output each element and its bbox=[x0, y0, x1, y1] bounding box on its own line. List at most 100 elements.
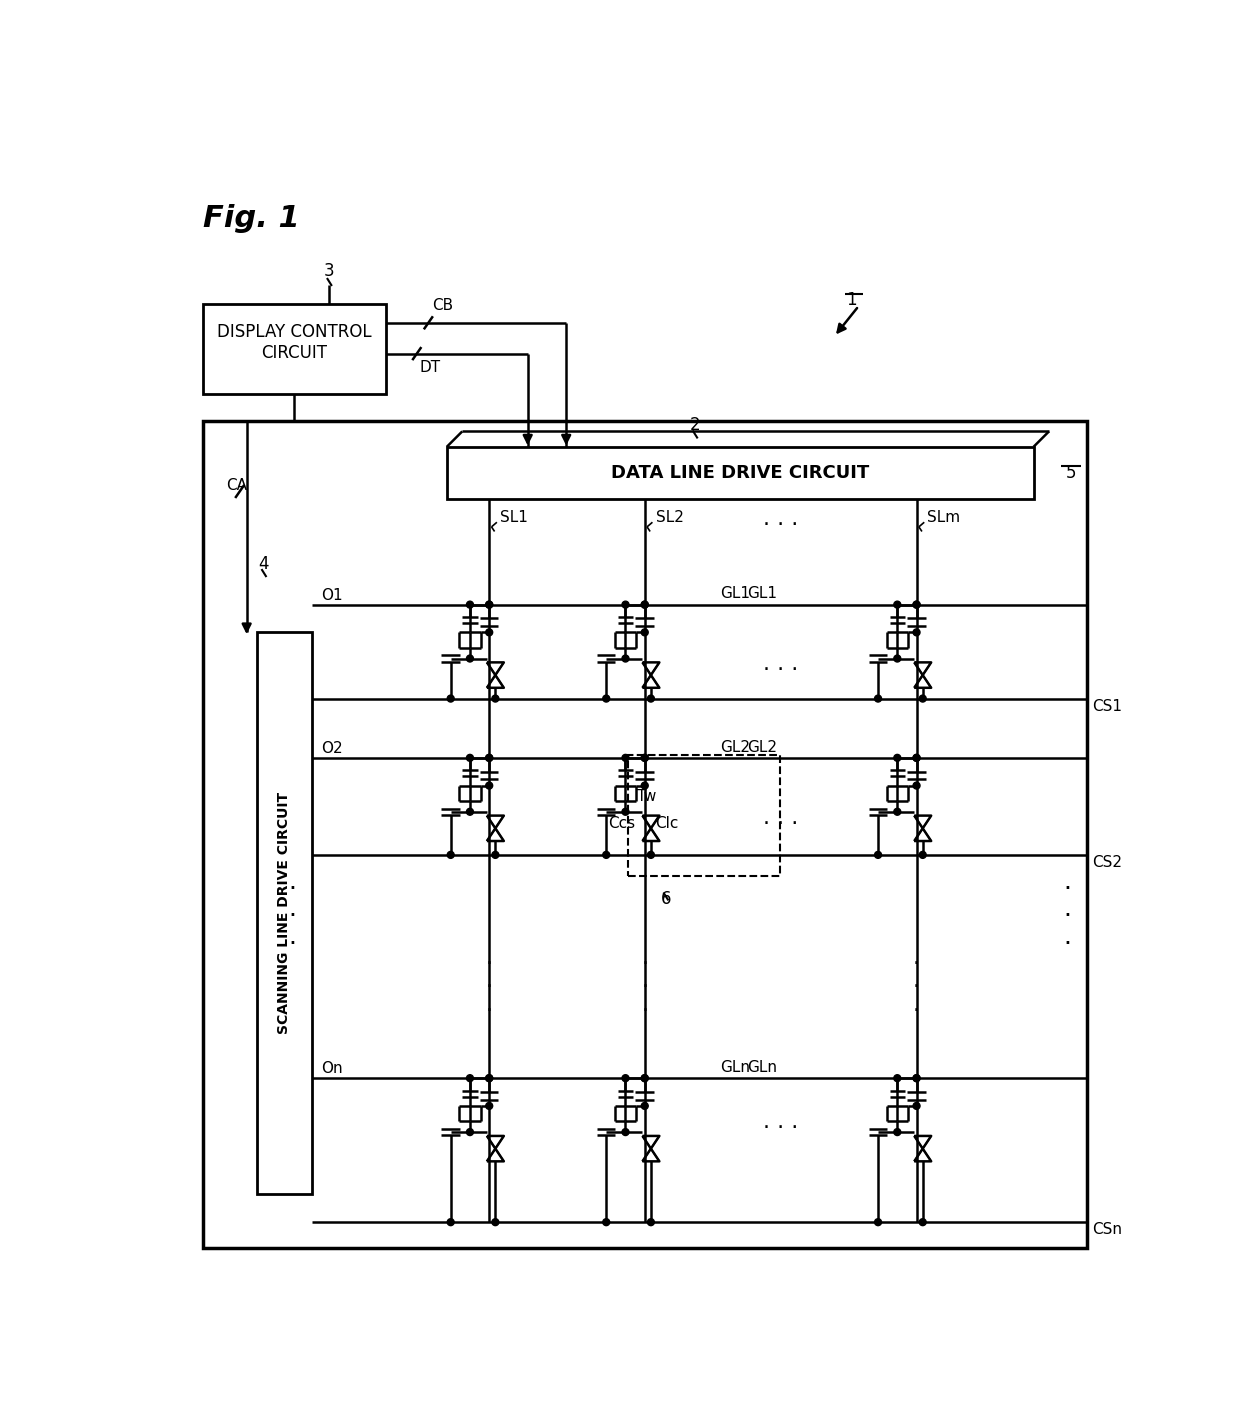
Circle shape bbox=[919, 694, 926, 702]
Circle shape bbox=[603, 694, 610, 702]
Circle shape bbox=[913, 602, 920, 607]
Circle shape bbox=[486, 754, 492, 761]
Bar bbox=[257, 632, 312, 1194]
Text: 3: 3 bbox=[324, 262, 335, 281]
Circle shape bbox=[647, 1219, 655, 1225]
Circle shape bbox=[466, 655, 474, 662]
Circle shape bbox=[894, 602, 900, 607]
Circle shape bbox=[622, 655, 629, 662]
Text: GLn: GLn bbox=[720, 1060, 750, 1075]
Circle shape bbox=[874, 1219, 882, 1225]
Text: Ccs: Ccs bbox=[609, 816, 636, 831]
Text: ·
·
·: · · · bbox=[486, 954, 492, 1021]
Circle shape bbox=[486, 629, 492, 636]
Text: ·
·
·: · · · bbox=[641, 954, 649, 1021]
Circle shape bbox=[874, 694, 882, 702]
Circle shape bbox=[641, 1075, 649, 1082]
Text: DATA LINE DRIVE CIRCUIT: DATA LINE DRIVE CIRCUIT bbox=[611, 463, 869, 482]
Circle shape bbox=[641, 602, 649, 607]
Circle shape bbox=[492, 1219, 498, 1225]
Circle shape bbox=[622, 1075, 629, 1082]
Text: 4: 4 bbox=[258, 555, 269, 573]
Text: DT: DT bbox=[420, 359, 441, 375]
Circle shape bbox=[913, 781, 920, 789]
Circle shape bbox=[894, 754, 900, 761]
Text: ·
·
·: · · · bbox=[1064, 877, 1071, 957]
Circle shape bbox=[913, 754, 920, 761]
Text: 5: 5 bbox=[1065, 463, 1076, 482]
Text: CB: CB bbox=[433, 298, 454, 314]
Text: DISPLAY CONTROL
CIRCUIT: DISPLAY CONTROL CIRCUIT bbox=[217, 324, 372, 362]
Circle shape bbox=[622, 1128, 629, 1135]
Circle shape bbox=[492, 851, 498, 858]
Text: . . .: . . . bbox=[763, 809, 797, 829]
Text: CA: CA bbox=[226, 478, 247, 493]
Circle shape bbox=[466, 1075, 474, 1082]
Circle shape bbox=[486, 602, 492, 607]
Text: SLm: SLm bbox=[928, 511, 961, 525]
Text: . . .: . . . bbox=[763, 1112, 797, 1132]
Circle shape bbox=[622, 754, 629, 761]
Circle shape bbox=[894, 809, 900, 816]
Text: 6: 6 bbox=[661, 890, 672, 908]
Circle shape bbox=[486, 754, 492, 761]
Text: 1: 1 bbox=[846, 291, 857, 309]
Text: CSn: CSn bbox=[1092, 1222, 1122, 1238]
Circle shape bbox=[448, 694, 454, 702]
Text: GLn: GLn bbox=[748, 1060, 777, 1075]
Text: . . .: . . . bbox=[763, 655, 797, 674]
Circle shape bbox=[894, 1128, 900, 1135]
Circle shape bbox=[622, 602, 629, 607]
Text: O1: O1 bbox=[321, 588, 343, 603]
Circle shape bbox=[919, 1219, 926, 1225]
Text: SL1: SL1 bbox=[500, 511, 528, 525]
Circle shape bbox=[603, 1219, 610, 1225]
Circle shape bbox=[492, 694, 498, 702]
Text: GL1: GL1 bbox=[720, 586, 750, 602]
Circle shape bbox=[874, 851, 882, 858]
Circle shape bbox=[486, 781, 492, 789]
Circle shape bbox=[913, 1075, 920, 1082]
Text: SL2: SL2 bbox=[656, 511, 683, 525]
Circle shape bbox=[913, 629, 920, 636]
Circle shape bbox=[913, 1075, 920, 1082]
Bar bbox=[627, 754, 780, 877]
Text: Clc: Clc bbox=[655, 816, 678, 831]
Circle shape bbox=[641, 1102, 649, 1109]
Circle shape bbox=[647, 694, 655, 702]
Text: ·
·
·: · · · bbox=[913, 954, 920, 1021]
Text: Tw: Tw bbox=[637, 789, 656, 804]
Circle shape bbox=[486, 1102, 492, 1109]
Circle shape bbox=[913, 1102, 920, 1109]
Circle shape bbox=[466, 1128, 474, 1135]
Text: ·
·
·: · · · bbox=[289, 877, 296, 957]
Text: 2: 2 bbox=[691, 416, 701, 435]
Text: GL2: GL2 bbox=[748, 740, 777, 754]
Text: On: On bbox=[321, 1061, 343, 1077]
Text: O2: O2 bbox=[321, 742, 343, 756]
Circle shape bbox=[486, 602, 492, 607]
Circle shape bbox=[603, 851, 610, 858]
Text: GL2: GL2 bbox=[720, 740, 750, 754]
Text: SCANNING LINE DRIVE CIRCUIT: SCANNING LINE DRIVE CIRCUIT bbox=[278, 791, 291, 1034]
Text: CS2: CS2 bbox=[1092, 856, 1122, 870]
Text: . . .: . . . bbox=[763, 509, 797, 529]
Bar bbox=[446, 446, 1034, 499]
Bar bbox=[203, 421, 1086, 1248]
Circle shape bbox=[894, 1075, 900, 1082]
Bar bbox=[203, 304, 386, 395]
Circle shape bbox=[641, 754, 649, 761]
Circle shape bbox=[466, 809, 474, 816]
Circle shape bbox=[466, 754, 474, 761]
Circle shape bbox=[448, 1219, 454, 1225]
Circle shape bbox=[486, 1075, 492, 1082]
Circle shape bbox=[647, 851, 655, 858]
Circle shape bbox=[641, 602, 649, 607]
Text: GL1: GL1 bbox=[748, 586, 777, 602]
Circle shape bbox=[913, 754, 920, 761]
Circle shape bbox=[894, 655, 900, 662]
Circle shape bbox=[641, 781, 649, 789]
Circle shape bbox=[466, 602, 474, 607]
Text: CS1: CS1 bbox=[1092, 699, 1122, 714]
Circle shape bbox=[486, 1075, 492, 1082]
